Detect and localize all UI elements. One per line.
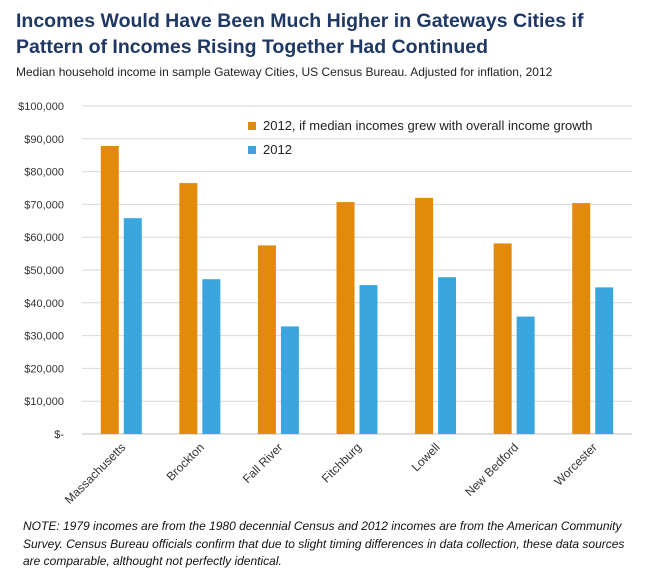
bar-actual-lowell	[438, 277, 457, 434]
bar-projected-brockton	[179, 183, 198, 434]
y-axis-ticks: $- $10,000 $20,000 $30,000 $40,000 $50,000 $60…	[18, 101, 64, 441]
x-category-label: Fitchburg	[319, 440, 364, 485]
y-tick-label: $10,000	[24, 396, 64, 408]
bar-actual-new-bedford	[516, 316, 535, 434]
x-axis-labels: Massachusetts Brockton Fall River Fitchburg…	[62, 440, 600, 507]
y-tick-label: $40,000	[24, 298, 64, 310]
legend-label: 2012	[263, 142, 292, 157]
y-tick-label: $80,000	[24, 167, 64, 179]
bars	[100, 146, 614, 435]
x-category-label: Lowell	[409, 440, 443, 474]
chart-title: Incomes Would Have Been Much Higher in G…	[16, 10, 584, 58]
x-category-label: New Bedford	[462, 440, 521, 499]
y-tick-label: $20,000	[24, 363, 64, 375]
y-tick-label: $-	[54, 429, 64, 441]
legend-swatch	[248, 146, 256, 154]
gridlines	[82, 105, 632, 435]
bar-projected-lowell	[415, 197, 434, 434]
bar-actual-fall-river	[280, 326, 299, 434]
y-tick-label: $50,000	[24, 265, 64, 277]
y-tick-label: $100,000	[18, 101, 64, 113]
bar-projected-fall-river	[257, 245, 276, 434]
bar-chart: $- $10,000 $20,000 $30,000 $40,000 $50,000 $60…	[18, 101, 632, 507]
x-category-label: Brockton	[164, 440, 207, 483]
y-tick-label: $70,000	[24, 199, 64, 211]
bar-actual-massachusetts	[123, 218, 142, 434]
bar-actual-worcester	[595, 287, 614, 434]
legend-label: 2012, if median incomes grew with overal…	[263, 118, 593, 133]
x-category-label: Worcester	[551, 440, 599, 488]
y-tick-label: $60,000	[24, 232, 64, 244]
bar-actual-fitchburg	[359, 285, 378, 434]
legend: 2012, if median incomes grew with overal…	[248, 118, 593, 157]
bar-projected-worcester	[572, 203, 591, 434]
bar-actual-brockton	[202, 279, 221, 434]
footnote: NOTE: 1979 incomes are from the 1980 dec…	[23, 519, 625, 568]
bar-projected-new-bedford	[493, 243, 512, 434]
chart-subtitle: Median household income in sample Gatewa…	[16, 65, 553, 79]
legend-swatch	[248, 122, 256, 130]
y-tick-label: $30,000	[24, 331, 64, 343]
y-tick-label: $90,000	[24, 134, 64, 146]
x-category-label: Massachusetts	[62, 440, 129, 507]
x-category-label: Fall River	[240, 440, 286, 486]
bar-projected-massachusetts	[100, 146, 119, 435]
bar-projected-fitchburg	[336, 202, 355, 434]
